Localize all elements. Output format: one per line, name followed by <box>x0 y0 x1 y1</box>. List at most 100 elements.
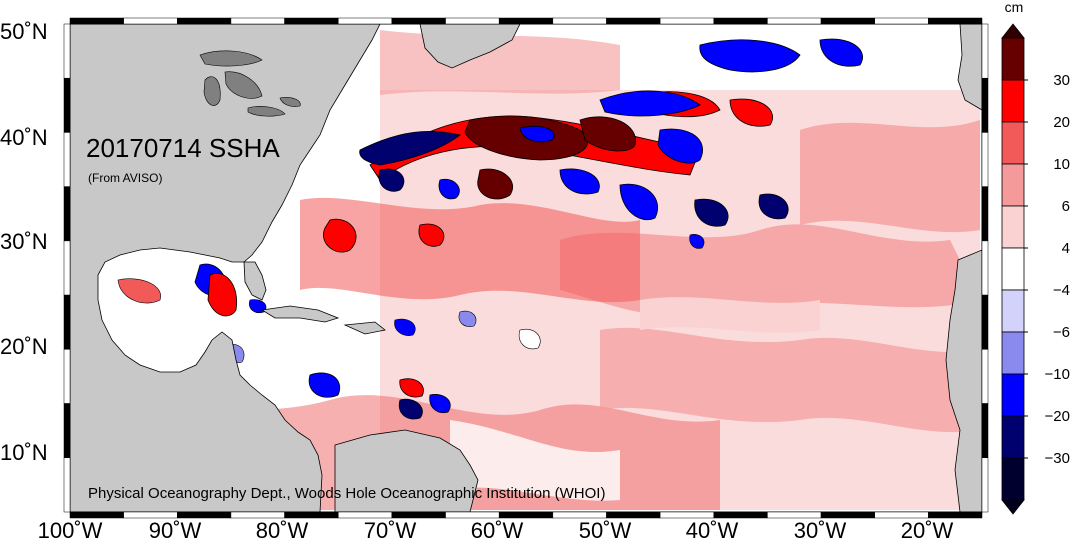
frame-segment <box>606 17 661 25</box>
colorbar-tick-label: 10 <box>1053 156 1070 173</box>
colorbar-unit: cm <box>1005 0 1024 15</box>
lon-label-90w: 90˚W <box>149 518 202 542</box>
frame-segment <box>445 17 500 25</box>
iberia-land <box>957 24 982 111</box>
lon-label-80w: 80˚W <box>256 518 309 542</box>
frame-segment <box>177 17 232 25</box>
gulf-of-mexico-features <box>76 263 541 420</box>
frame-segment <box>981 349 989 404</box>
lat-label-20n: 20˚N <box>0 334 48 359</box>
frame-segment <box>284 17 339 25</box>
frame-segment <box>767 17 822 25</box>
lon-label-30w: 30˚W <box>794 518 847 542</box>
colorbar-cell <box>1001 205 1025 249</box>
lon-label-70w: 70˚W <box>364 518 417 542</box>
lat-label-10n: 10˚N <box>0 440 48 465</box>
colorbar-tick-label: −6 <box>1053 324 1070 341</box>
hispaniola-land <box>343 321 386 335</box>
frame-segment <box>337 17 393 25</box>
colorbar-tick-label: −20 <box>1045 408 1070 425</box>
frame-segment <box>230 17 285 25</box>
great-lakes <box>199 50 301 117</box>
colorbar-cell <box>1001 79 1025 123</box>
south-america-land <box>334 429 479 512</box>
lon-label-60w: 60˚W <box>471 518 524 542</box>
colorbar-cell <box>1001 121 1025 165</box>
colorbar-tick-label: −4 <box>1053 282 1070 299</box>
frame-segment <box>63 132 71 187</box>
frame-segment <box>981 294 989 350</box>
frame-segment <box>981 132 989 187</box>
map-title: 20170714 SSHA <box>86 133 280 163</box>
frame-segment <box>928 511 983 519</box>
frame-segment <box>63 186 71 242</box>
colorbar: cm 30 20 10 6 4 −4 −6 −10 −20 −30 <box>1001 0 1070 515</box>
colorbar-cell <box>1001 415 1025 459</box>
map-area <box>70 24 982 512</box>
frame-segment <box>63 457 71 513</box>
colorbar-cell <box>1001 373 1025 417</box>
colorbar-tick-label: 4 <box>1062 240 1070 257</box>
gulf-stream-features <box>323 38 863 253</box>
frame-segment <box>981 457 989 513</box>
bottom-checker-bar <box>69 511 983 519</box>
colorbar-tick-label: 20 <box>1053 114 1070 131</box>
frame-segment <box>391 17 446 25</box>
frame-scale-bars <box>63 17 989 519</box>
lon-label-40w: 40˚W <box>686 518 739 542</box>
colorbar-cell <box>1001 163 1025 207</box>
colorbar-cell <box>1001 247 1025 291</box>
colorbar-tick-label: 30 <box>1053 72 1070 89</box>
frame-segment <box>63 403 71 459</box>
cuba-land <box>260 305 340 323</box>
frame-segment <box>123 17 178 25</box>
frame-segment <box>63 294 71 350</box>
colorbar-tick-label: −10 <box>1045 366 1070 383</box>
frame-segment <box>820 17 875 25</box>
frame-segment <box>69 17 124 25</box>
newfoundland-land <box>419 24 521 69</box>
frame-segment <box>981 186 989 242</box>
frame-segment <box>981 240 989 296</box>
frame-segment <box>981 77 989 133</box>
colorbar-cell <box>1001 289 1025 333</box>
longitude-labels: 100˚W 90˚W 80˚W 70˚W 60˚W 50˚W 40˚W 30˚W… <box>38 518 954 542</box>
colorbar-cell <box>1001 457 1025 501</box>
lon-label-20w: 20˚W <box>901 518 954 542</box>
lat-label-40n: 40˚N <box>0 125 48 150</box>
lat-label-50n: 50˚N <box>0 19 48 44</box>
latitude-labels: 50˚N 40˚N 30˚N 20˚N 10˚N <box>0 19 48 465</box>
colorbar-cell <box>1001 37 1025 81</box>
frame-segment <box>981 403 989 459</box>
lon-label-100w: 100˚W <box>38 518 103 542</box>
colorbar-tick-labels: 30 20 10 6 4 −4 −6 −10 −20 −30 <box>1024 72 1070 467</box>
florida-land <box>243 261 267 301</box>
anomaly-field <box>120 30 980 510</box>
colorbar-cell <box>1001 331 1025 375</box>
top-checker-bar <box>69 17 983 25</box>
map-subtitle: (From AVISO) <box>88 171 162 185</box>
frame-segment <box>659 17 715 25</box>
frame-segment <box>498 17 554 25</box>
land-masses <box>70 24 982 512</box>
frame-segment <box>63 240 71 296</box>
lat-label-30n: 30˚N <box>0 229 48 254</box>
frame-segment <box>928 17 983 25</box>
colorbar-cells <box>1001 23 1025 515</box>
frame-segment <box>63 77 71 133</box>
frame-segment <box>552 17 607 25</box>
frame-segment <box>63 23 71 79</box>
colorbar-top-arrow <box>1001 23 1025 39</box>
frame-segment <box>874 17 929 25</box>
africa-land <box>945 249 982 512</box>
frame-segment <box>713 17 768 25</box>
colorbar-bottom-arrow <box>1001 499 1025 515</box>
right-checker-bar <box>981 23 989 513</box>
colorbar-tick-label: −30 <box>1045 450 1070 467</box>
left-checker-bar <box>63 23 71 513</box>
map-credit: Physical Oceanography Dept., Woods Hole … <box>88 485 605 502</box>
frame-segment <box>63 349 71 404</box>
colorbar-tick-label: 6 <box>1062 198 1070 215</box>
north-america-land <box>70 24 381 512</box>
